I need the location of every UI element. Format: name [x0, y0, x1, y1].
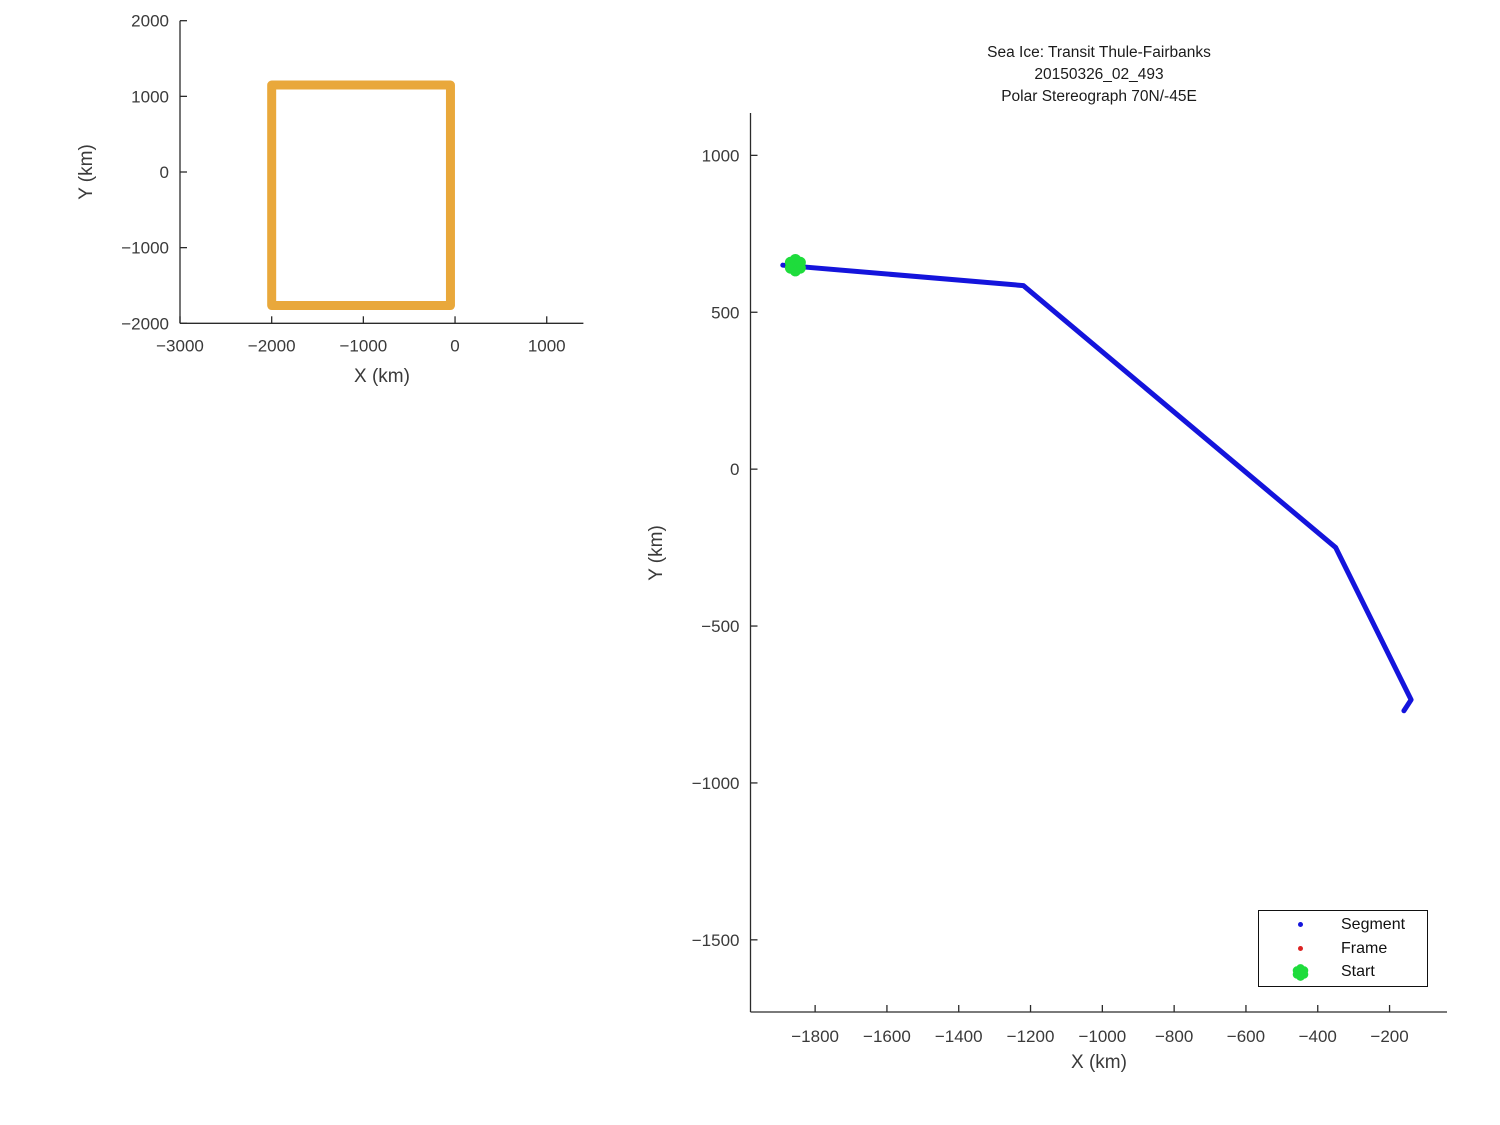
- start-cluster-icon: [1292, 963, 1308, 981]
- x-tick-label: −1000: [339, 336, 387, 355]
- segment-dot-icon: [1297, 922, 1303, 928]
- x-tick-label: −600: [1227, 1027, 1265, 1046]
- legend-marker-cell: [1259, 946, 1341, 951]
- x-tick-label: −1000: [1078, 1027, 1126, 1046]
- x-tick-label: −800: [1155, 1027, 1193, 1046]
- legend-row-segment: Segment: [1259, 913, 1427, 937]
- legend-row-frame: Frame: [1259, 937, 1427, 961]
- legend-marker-cell: [1259, 922, 1341, 928]
- x-tick-label: −2000: [248, 336, 296, 355]
- y-tick-label: 2000: [131, 12, 169, 31]
- x-tick-label: −1200: [1007, 1027, 1055, 1046]
- y-tick-label: 0: [730, 460, 739, 479]
- x-tick-label: 1000: [528, 336, 566, 355]
- x-tick-label: −1400: [935, 1027, 983, 1046]
- x-tick-label: 0: [450, 336, 459, 355]
- chart-overview: −3000 −2000 −1000 0 1000 −2000 −1000 0 1000 2000: [121, 12, 584, 355]
- x-tick-label: −3000: [156, 336, 204, 355]
- legend-label-segment: Segment: [1341, 915, 1406, 933]
- overview-xlabel: X (km): [354, 366, 410, 387]
- marker-start: [784, 253, 806, 277]
- y-tick-label: −1500: [692, 931, 740, 950]
- frame-dot-icon: [1297, 946, 1303, 951]
- legend-label-start: Start: [1341, 963, 1375, 981]
- legend-label-frame: Frame: [1341, 939, 1388, 957]
- legend-row-start: Start: [1259, 960, 1427, 984]
- x-tick-label: −1800: [791, 1027, 839, 1046]
- transit-chart-title: Sea Ice: Transit Thule-Fairbanks 2015032…: [749, 42, 1449, 108]
- transit-ylabel: Y (km): [646, 525, 667, 581]
- title-line-2: 20150326_02_493: [1034, 66, 1164, 83]
- x-tick-label: −400: [1299, 1027, 1337, 1046]
- transit-xlabel: X (km): [1071, 1052, 1127, 1073]
- legend: Segment Frame Start: [1258, 910, 1428, 987]
- x-tick-label: −1600: [863, 1027, 911, 1046]
- y-tick-label: −2000: [121, 314, 169, 333]
- title-line-3: Polar Stereograph 70N/-45E: [1001, 88, 1197, 105]
- y-tick-label: −1000: [121, 239, 169, 258]
- legend-marker-cell: [1259, 963, 1341, 981]
- x-tick-label: −200: [1370, 1027, 1408, 1046]
- chart-transit: −1800 −1600 −1400 −1200 −1000 −800 −600 −400 −20…: [692, 113, 1447, 1046]
- y-tick-label: −1000: [692, 774, 740, 793]
- overview-ylabel: Y (km): [76, 144, 97, 200]
- y-tick-label: 0: [160, 163, 169, 182]
- title-line-1: Sea Ice: Transit Thule-Fairbanks: [987, 44, 1211, 61]
- series-segment: [780, 262, 1414, 714]
- series-coverage-box: [267, 80, 455, 311]
- y-tick-label: 1000: [702, 146, 740, 165]
- y-tick-label: 1000: [131, 87, 169, 106]
- y-tick-label: 500: [711, 303, 739, 322]
- y-tick-label: −500: [701, 617, 739, 636]
